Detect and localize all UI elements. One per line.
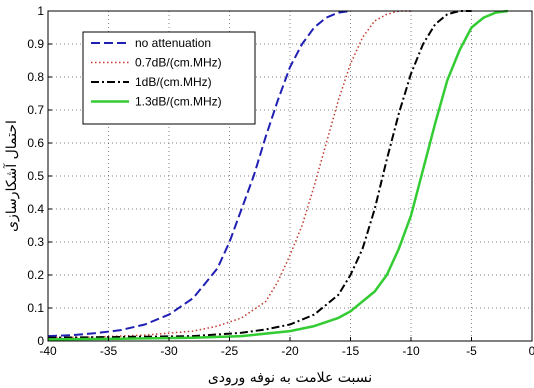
y-tick-label: 0.9 <box>27 37 44 51</box>
y-axis-label: احتمال آشکارسازی <box>3 120 20 232</box>
legend-label-1: 0.7dB/(cm.MHz) <box>135 56 222 70</box>
y-tick-label: 0.3 <box>27 235 44 249</box>
x-tick-label: -40 <box>39 344 57 358</box>
series-line-0 <box>47 10 351 338</box>
series-lines <box>47 9 508 341</box>
y-tick-label: 0.7 <box>27 103 44 117</box>
y-tick-label: 0.5 <box>27 169 44 183</box>
x-tick-label: -10 <box>402 344 420 358</box>
x-tick-label: 0 <box>529 344 534 358</box>
x-tick-label: -5 <box>466 344 477 358</box>
x-tick-label: -15 <box>342 344 360 358</box>
y-tick-label: 0 <box>37 334 44 348</box>
ticks: -40 -35 -30 -25 -20 -15 -10 -5 0 0 0.1 0.2 0.3 0.4 0.5… <box>27 4 534 358</box>
legend-label-2: 1dB/(cm.MHz) <box>135 75 212 89</box>
series-line-2 <box>47 10 472 339</box>
y-tick-label: 0.4 <box>27 202 44 216</box>
y-tick-label: 0.1 <box>27 301 44 315</box>
legend-label-0: no attenuation <box>135 36 211 50</box>
x-tick-label: -25 <box>221 344 239 358</box>
y-tick-label: 0.6 <box>27 136 44 150</box>
x-tick-label: -20 <box>281 344 299 358</box>
series-line-1 <box>47 10 411 339</box>
x-axis-label: نسبت علامت به نوفه ورودی <box>208 370 372 386</box>
y-tick-label: 0.2 <box>27 268 44 282</box>
legend-label-3: 1.3dB/(cm.MHz) <box>135 95 222 109</box>
legend: no attenuation 0.7dB/(cm.MHz) 1dB/(cm.MHz)… <box>82 31 256 125</box>
x-tick-label: -30 <box>160 344 178 358</box>
legend-box <box>82 31 256 125</box>
series-line-3 <box>47 9 508 341</box>
y-tick-label: 1 <box>37 4 44 18</box>
y-tick-label: 0.8 <box>27 70 44 84</box>
x-tick-label: -35 <box>100 344 118 358</box>
